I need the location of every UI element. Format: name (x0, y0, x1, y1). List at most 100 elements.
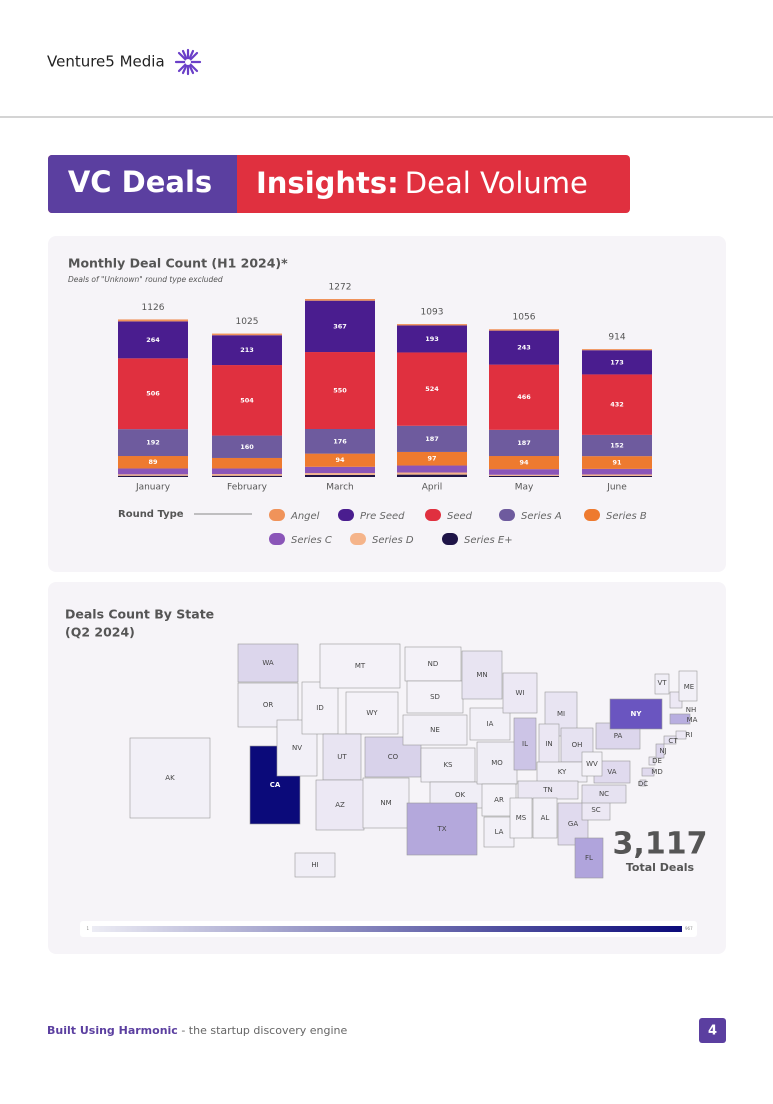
state-label: MT (355, 662, 366, 670)
state (532, 797, 558, 839)
bar-segment (118, 429, 188, 457)
segment-label: 466 (517, 393, 531, 401)
bar-segment (305, 474, 375, 477)
state-label: CA (270, 781, 281, 789)
brand: Venture5 Media (47, 53, 165, 71)
state-label: MD (651, 768, 662, 776)
x-tick-label: April (422, 483, 443, 493)
legend-label: Seed (447, 511, 473, 522)
state-label: MO (491, 759, 503, 767)
segment-label: 187 (425, 435, 439, 443)
state (654, 673, 670, 695)
state-label: PA (614, 732, 623, 740)
bar-segment (212, 333, 282, 336)
bar-segment (397, 425, 467, 452)
segment-label: 524 (425, 385, 439, 393)
chart-panel (48, 236, 726, 572)
state-label: GA (568, 820, 578, 828)
x-tick-label: May (515, 483, 534, 493)
bar-segment (118, 474, 188, 476)
bar-segment (397, 325, 467, 353)
bar-segment (582, 349, 652, 351)
state-label: SD (430, 693, 440, 701)
state (406, 802, 478, 856)
legend-label: Angel (290, 511, 320, 522)
legend-label: Series A (521, 511, 562, 522)
state-label: NH (686, 706, 697, 714)
segment-label: 187 (517, 439, 531, 447)
state-label: OR (263, 701, 274, 709)
bar-segment (212, 335, 282, 366)
banner-left (48, 155, 237, 213)
segment-label: 192 (146, 439, 160, 447)
state (402, 714, 468, 746)
bar-segment (582, 456, 652, 469)
total-label: 1093 (421, 308, 444, 318)
bar-segment (305, 300, 375, 353)
state (641, 767, 655, 777)
legend-label: Series E+ (464, 535, 513, 546)
bar-segment (305, 352, 375, 430)
state (663, 735, 677, 745)
banner-bold: Insights: (256, 166, 399, 200)
bar-segment (118, 456, 188, 469)
state (469, 707, 511, 741)
state (420, 747, 476, 783)
state-label: FL (585, 854, 593, 862)
map-subtitle: (Q2 2024) (65, 625, 135, 640)
state-label: ND (428, 660, 439, 668)
bar-segment (305, 473, 375, 475)
state (294, 852, 336, 878)
state-label: VT (657, 679, 667, 687)
state (509, 797, 533, 839)
banner-left-edge (230, 155, 237, 213)
bar-segment (305, 466, 375, 474)
bar-segment (397, 352, 467, 426)
state-label: TN (542, 786, 553, 794)
state (406, 680, 464, 714)
state (476, 741, 518, 785)
state (655, 743, 665, 759)
legend-swatch (425, 509, 441, 521)
state-label: UT (337, 753, 347, 761)
segment-label: 504 (240, 396, 254, 404)
state-label: AK (165, 774, 175, 782)
state (345, 691, 399, 735)
bar-segment (582, 434, 652, 457)
state (315, 779, 365, 831)
legend-swatch (338, 509, 354, 521)
bar-segment (118, 321, 188, 359)
state-label: VA (607, 768, 616, 776)
bar-segment (212, 468, 282, 475)
bar-segment (582, 474, 652, 476)
segment-label: 367 (333, 322, 347, 330)
total-label: 1126 (142, 303, 165, 313)
state (678, 670, 698, 702)
bar-segment (118, 468, 188, 475)
total-label: 1056 (513, 313, 536, 323)
state-label: MN (476, 671, 487, 679)
bar-segment (489, 329, 559, 331)
legend-title: Round Type (118, 509, 184, 520)
segment-label: 243 (517, 344, 531, 352)
page-number-box (699, 1018, 726, 1043)
color-scale (92, 926, 682, 932)
legend-label: Series D (372, 535, 414, 546)
state-label: KY (558, 768, 567, 776)
x-tick-label: March (326, 483, 353, 493)
state (322, 733, 362, 781)
bar-segment (582, 468, 652, 475)
segment-label: 160 (240, 443, 254, 451)
chart-title: Monthly Deal Count (H1 2024)* (68, 256, 288, 271)
state (404, 646, 462, 682)
legend-swatch (499, 509, 515, 521)
state-label: RI (686, 731, 693, 739)
legend-label: Series C (291, 535, 332, 546)
state-label: NV (292, 744, 302, 752)
state (237, 643, 299, 683)
map: WA OR CA NV ID MT WY UT CO AZ NM ND SD NE KS OK TX MN IA MO… (129, 643, 698, 879)
bar-segment (212, 435, 282, 458)
